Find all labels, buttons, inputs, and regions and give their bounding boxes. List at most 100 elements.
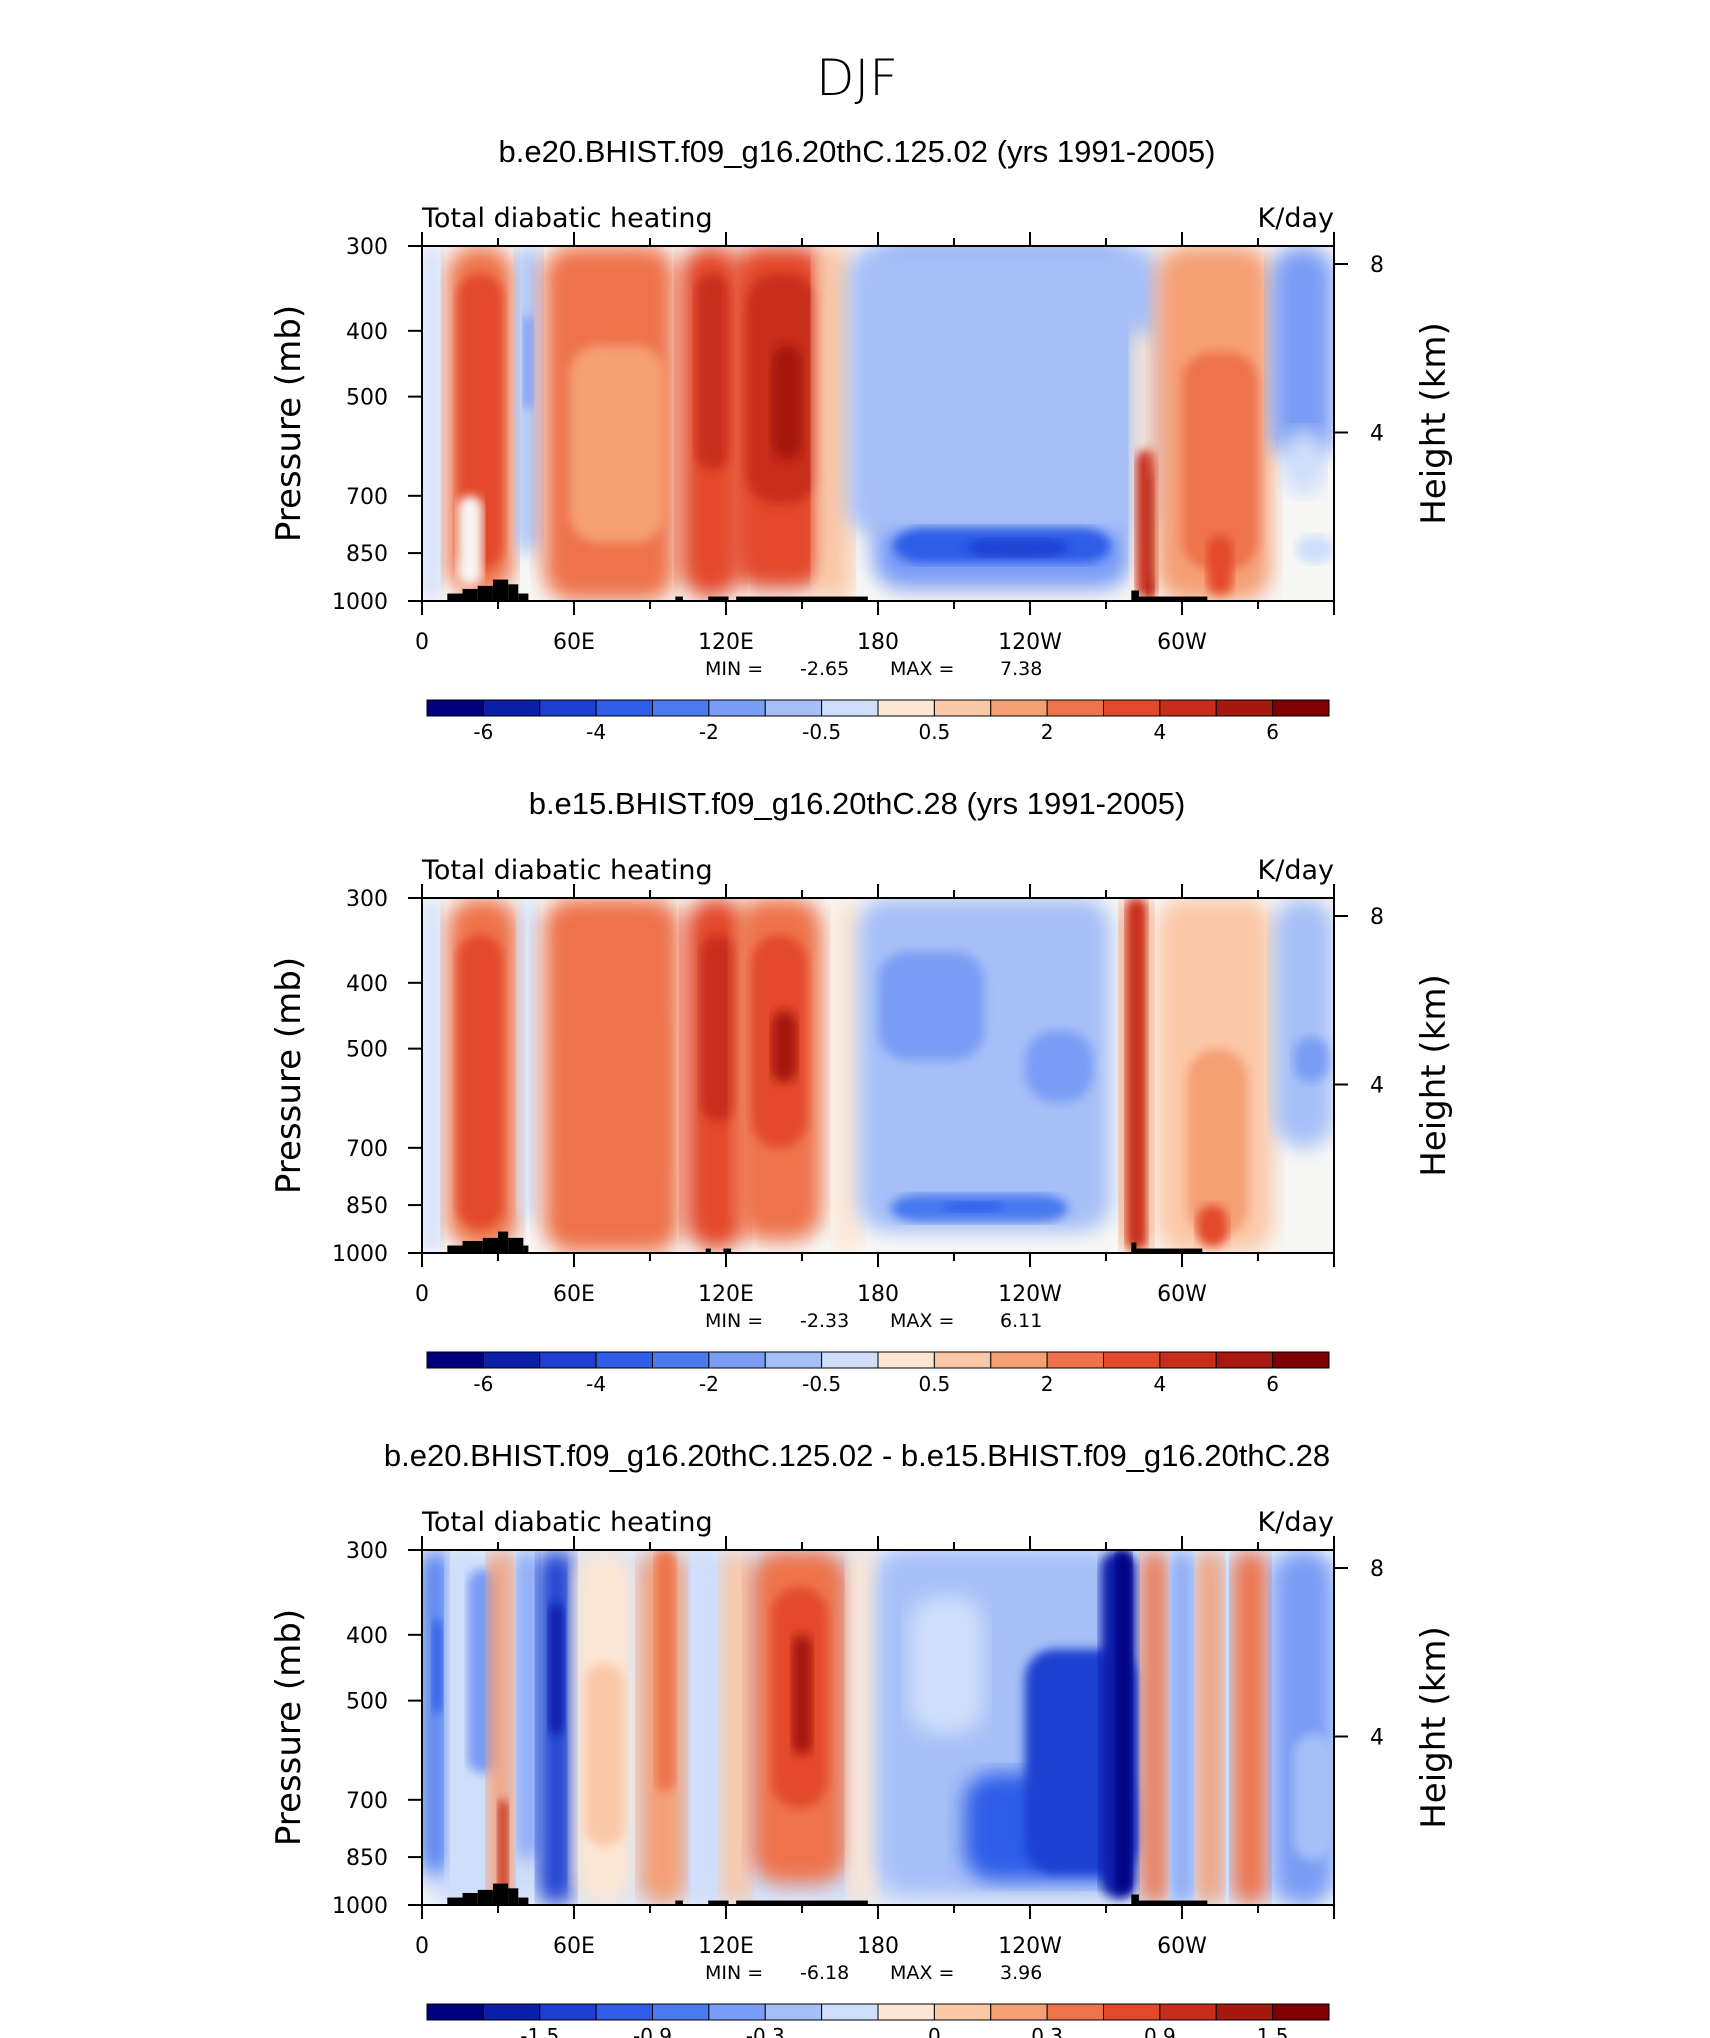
colorbar-swatch <box>652 1351 710 1369</box>
topography <box>708 596 729 601</box>
min-value: -2.33 <box>800 1310 849 1332</box>
colorbar-swatch <box>933 2003 992 2021</box>
min-label: MIN = <box>705 1962 763 1984</box>
colorbar-label: 0.3 <box>1031 2024 1063 2038</box>
contour-region <box>1024 1030 1094 1103</box>
contour-region <box>1296 535 1334 564</box>
x-tick-label: 60W <box>1157 1282 1207 1307</box>
colorbar-swatch <box>539 699 597 717</box>
colorbar-label: -6 <box>473 1372 493 1396</box>
y-right-tick-label: 4 <box>1370 1074 1384 1099</box>
contour-region <box>584 1662 625 1847</box>
colorbar-swatch <box>595 1351 653 1369</box>
max-value: 6.11 <box>1000 1310 1042 1332</box>
contour-region <box>1146 473 1155 599</box>
x-tick-label: 60E <box>553 1934 595 1959</box>
x-tick-label: 120W <box>998 1282 1062 1307</box>
contour-region <box>1293 1734 1334 1861</box>
contour-region <box>791 1634 813 1755</box>
contour-region <box>771 1010 797 1083</box>
y-tick-label: 300 <box>346 235 388 260</box>
colorbar-swatch <box>1046 699 1104 717</box>
x-tick-label: 60E <box>553 630 595 655</box>
y-tick-label: 400 <box>346 1624 388 1649</box>
topography <box>736 1900 868 1905</box>
y-axis-title: Pressure (mb) <box>269 957 309 1194</box>
y-tick-label: 500 <box>346 1690 388 1715</box>
chart-panel-1: b.e20.BHIST.f09_g16.20thC.125.02 (yrs 19… <box>269 134 1454 744</box>
max-value: 3.96 <box>1000 1962 1042 1984</box>
contour-region <box>422 1550 448 1874</box>
colorbar-swatch <box>821 699 879 717</box>
topography <box>708 1900 729 1905</box>
topography <box>523 1245 529 1253</box>
colorbar-swatch <box>482 699 541 717</box>
colorbar-label: 0.5 <box>918 1372 950 1396</box>
colorbar-swatch <box>877 1351 935 1369</box>
colorbar-label: 0 <box>928 2024 941 2038</box>
topography <box>508 584 519 601</box>
topography <box>736 596 868 601</box>
y-tick-label: 500 <box>346 1038 388 1063</box>
y-tick-label: 1000 <box>332 590 388 615</box>
contour-region <box>878 951 985 1061</box>
panel-title: b.e20.BHIST.f09_g16.20thC.125.02 (yrs 19… <box>499 134 1216 169</box>
topography <box>705 1248 711 1253</box>
topography <box>462 1240 483 1253</box>
contour-region <box>498 1799 509 1900</box>
x-tick-label: 180 <box>857 1934 899 1959</box>
contour-region <box>568 345 666 543</box>
colorbar-swatch <box>764 1351 823 1369</box>
colorbar-swatch <box>933 1351 992 1369</box>
chart-panel-3: b.e20.BHIST.f09_g16.20thC.125.02 - b.e15… <box>269 1438 1454 2038</box>
contour-region <box>1141 1550 1167 1905</box>
y-right-axis-title: Height (km) <box>1414 974 1454 1177</box>
colorbar-swatch <box>990 2003 1048 2021</box>
colorbar-swatch <box>1103 2003 1161 2021</box>
topography <box>675 1900 683 1905</box>
y-tick-label: 700 <box>346 1789 388 1814</box>
colorbar-swatch <box>1272 699 1330 717</box>
colorbar-swatch <box>821 1351 879 1369</box>
colorbar-swatch <box>1272 1351 1330 1369</box>
y-tick-label: 300 <box>346 887 388 912</box>
colorbar-swatch <box>708 1351 766 1369</box>
panel-title: b.e20.BHIST.f09_g16.20thC.125.02 - b.e15… <box>384 1438 1330 1473</box>
contour-region <box>771 345 802 461</box>
contour-region <box>523 315 534 409</box>
contour-region <box>1197 1205 1228 1248</box>
contour-region <box>695 274 732 470</box>
colorbar-swatch <box>426 699 484 717</box>
colorbar-label: -6 <box>473 720 493 744</box>
contour-region <box>1273 898 1334 1148</box>
colorbar-swatch <box>990 1351 1048 1369</box>
colorbar-label: 4 <box>1154 1372 1167 1396</box>
min-value: -6.18 <box>800 1962 849 1984</box>
colorbar-label: 6 <box>1266 720 1279 744</box>
contour-region <box>518 898 539 1222</box>
topography <box>462 1892 478 1905</box>
topography <box>1136 596 1208 601</box>
variable-label: Total diabatic heating <box>421 1507 713 1538</box>
variable-label: Total diabatic heating <box>421 855 713 886</box>
colorbar-label: -0.3 <box>746 2024 785 2038</box>
y-tick-label: 850 <box>346 1846 388 1871</box>
x-tick-label: 0 <box>415 1282 429 1307</box>
topography <box>498 1231 509 1253</box>
contour-region <box>966 538 1068 557</box>
contour-region <box>568 1004 666 1195</box>
colorbar-swatch <box>595 699 653 717</box>
topography <box>508 1237 524 1253</box>
colorbar-swatch <box>426 1351 484 1369</box>
colorbar-label: 2 <box>1041 720 1054 744</box>
y-tick-label: 400 <box>346 320 388 345</box>
colorbar-swatch <box>1215 1351 1274 1369</box>
topography <box>447 593 463 601</box>
y-tick-label: 850 <box>346 542 388 567</box>
colorbar-swatch <box>652 699 710 717</box>
topography <box>518 1897 529 1905</box>
contour-region <box>1126 898 1147 1251</box>
contour-region <box>1116 1550 1132 1893</box>
contour-region <box>814 246 853 601</box>
variable-label: Total diabatic heating <box>421 203 713 234</box>
